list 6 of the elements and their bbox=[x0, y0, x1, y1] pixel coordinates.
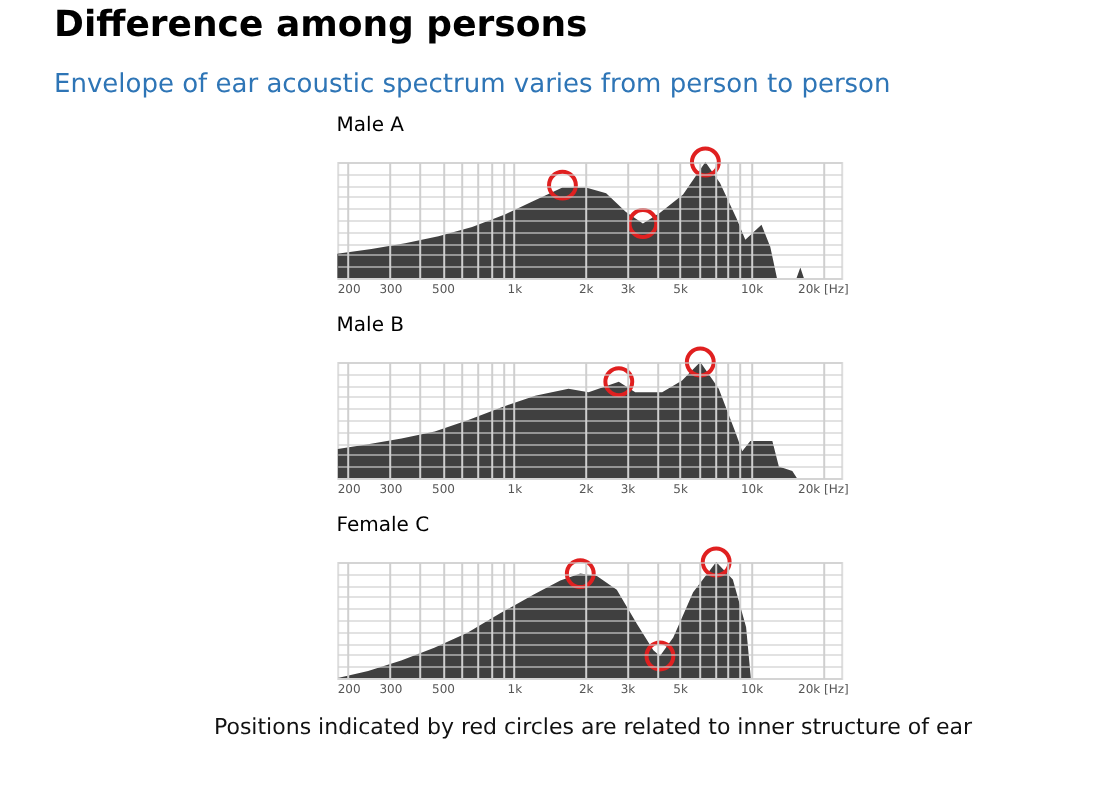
chart-title: Female C bbox=[336, 514, 430, 537]
text: Difference among persons bbox=[54, 3, 588, 46]
chart-title: Male A bbox=[336, 114, 405, 137]
text: Envelope of ear acoustic spectrum varies from person to person bbox=[54, 69, 891, 100]
text: Positions indicated by red circles are related to inner structure of ear bbox=[213, 714, 973, 740]
chart-title: Male B bbox=[336, 314, 405, 337]
